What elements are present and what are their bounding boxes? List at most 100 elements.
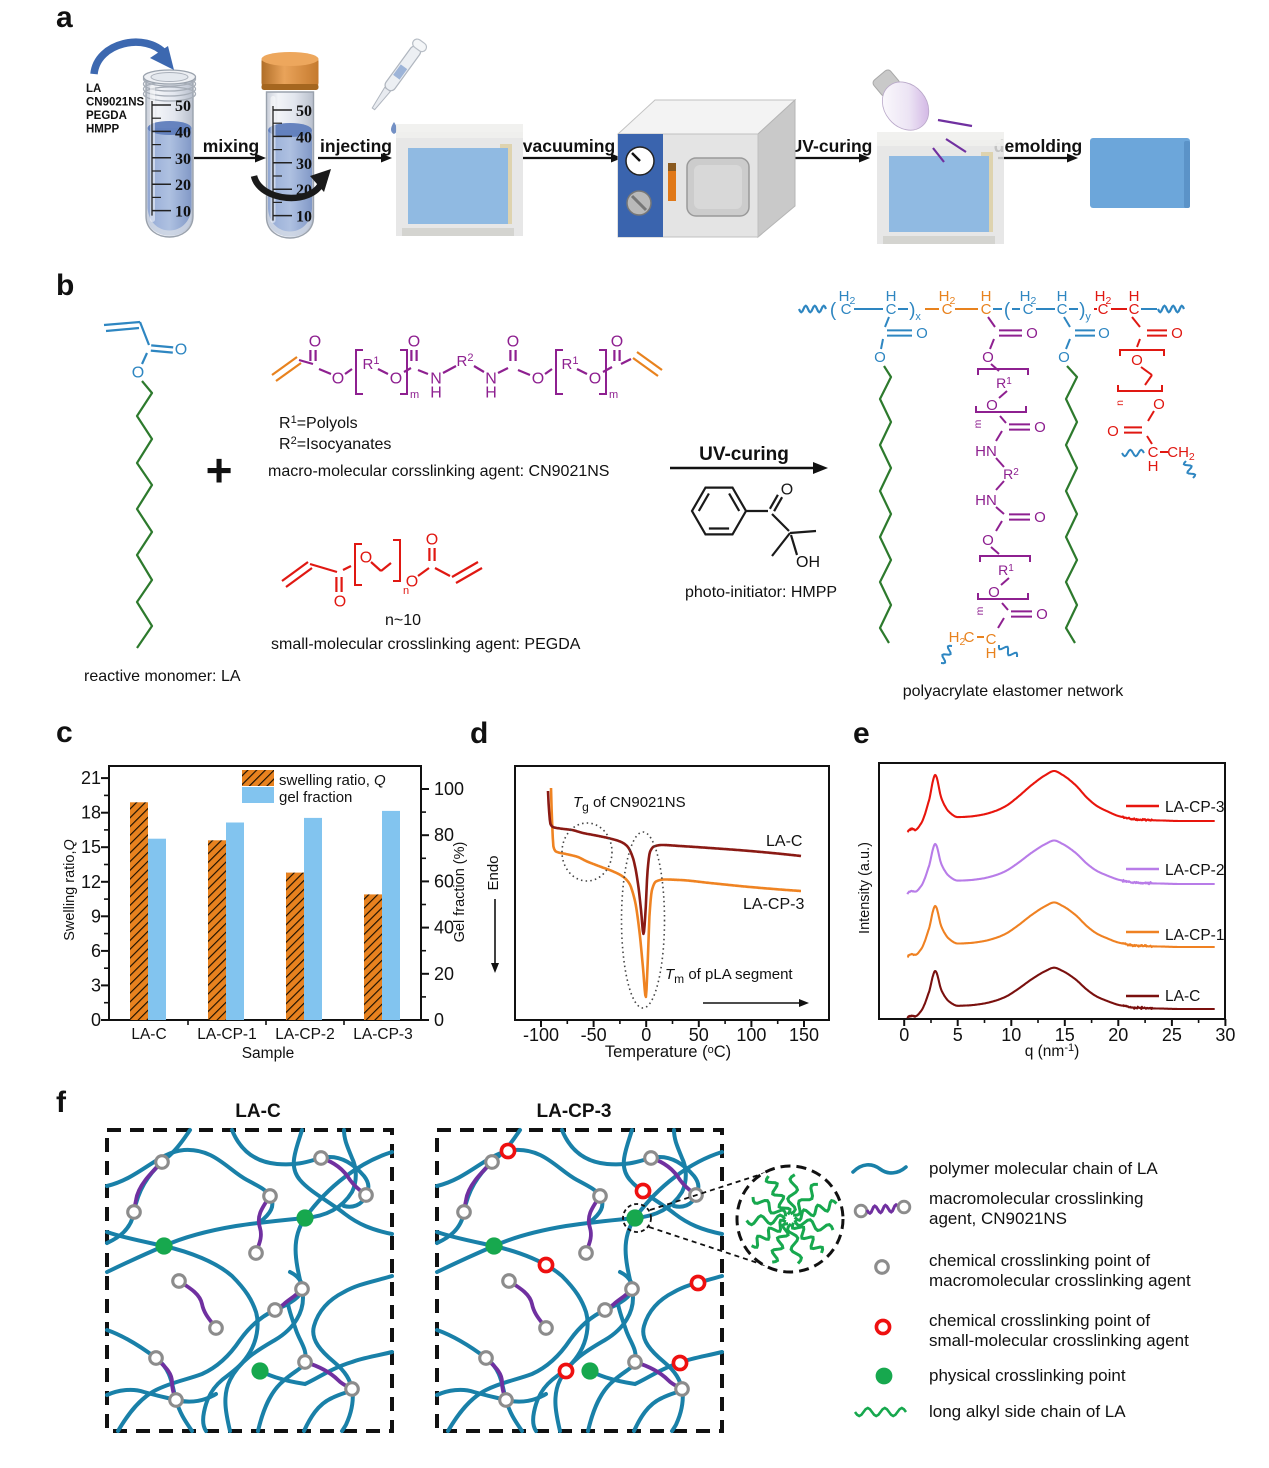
svg-text:C: C [1148, 444, 1159, 461]
svg-text:n: n [403, 585, 409, 597]
svg-text:100: 100 [434, 779, 464, 799]
svg-text:H: H [485, 385, 497, 402]
svg-text:CH2: CH2 [1167, 444, 1195, 463]
svg-text:30: 30 [296, 156, 312, 173]
svg-text:O: O [916, 325, 928, 342]
svg-text:macromolecular crosslinking ag: macromolecular crosslinking agent [929, 1271, 1191, 1290]
svg-text:3: 3 [91, 975, 101, 995]
svg-text:Swelling ratio,Q: Swelling ratio,Q [62, 839, 78, 941]
svg-text:O: O [982, 349, 994, 366]
svg-text:macro-molecular corsslinking a: macro-molecular corsslinking agent: CN90… [268, 463, 609, 480]
svg-text:30: 30 [175, 151, 191, 168]
svg-text:O: O [309, 334, 321, 351]
svg-text:C: C [986, 631, 997, 648]
svg-text:O: O [1026, 325, 1038, 342]
svg-text:Sample: Sample [242, 1045, 295, 1062]
svg-text:O: O [426, 532, 438, 549]
svg-text:N: N [430, 371, 442, 388]
svg-text:R1: R1 [996, 375, 1012, 391]
svg-text:Tg of CN9021NS: Tg of CN9021NS [573, 794, 686, 814]
svg-text:C: C [1057, 301, 1068, 318]
svg-text:O: O [1058, 349, 1070, 366]
svg-text:O: O [589, 371, 601, 388]
svg-text:O: O [1034, 419, 1046, 436]
svg-text:O: O [1153, 396, 1165, 413]
svg-text:C: C [886, 301, 897, 318]
svg-text:LA-CP-3: LA-CP-3 [537, 1101, 612, 1122]
svg-text:O: O [175, 342, 187, 359]
svg-text:HN: HN [975, 492, 997, 509]
svg-text:n: n [1114, 400, 1126, 406]
svg-text:40: 40 [434, 918, 454, 938]
svg-text:a: a [56, 1, 73, 34]
svg-text:21: 21 [81, 768, 101, 788]
svg-text:injecting: injecting [320, 136, 392, 156]
svg-text:small-molecular crosslinking a: small-molecular crosslinking agent: PEGD… [271, 636, 581, 653]
svg-text:60: 60 [434, 871, 454, 891]
svg-text:N: N [485, 371, 497, 388]
svg-text:20: 20 [175, 177, 191, 194]
svg-text:O: O [408, 334, 420, 351]
svg-text:LA: LA [86, 83, 101, 95]
svg-text:Tm of pLA segment: Tm of pLA segment [665, 966, 793, 986]
svg-text:(: ( [830, 300, 837, 321]
svg-text:150: 150 [789, 1025, 819, 1045]
svg-text:R2=Isocyanates: R2=Isocyanates [279, 435, 391, 453]
svg-text:C: C [1098, 301, 1109, 318]
svg-text:0: 0 [899, 1025, 909, 1045]
svg-text:H: H [1148, 458, 1159, 475]
svg-text:m: m [410, 389, 419, 401]
svg-text:O: O [988, 584, 1000, 601]
svg-text:O: O [781, 482, 793, 499]
svg-text:d: d [470, 717, 488, 750]
svg-text:polyacrylate elastomer network: polyacrylate elastomer network [903, 683, 1125, 700]
svg-text:vacuuming: vacuuming [523, 136, 615, 156]
svg-text:O: O [611, 334, 623, 351]
svg-text:Temperature (oC): Temperature (oC) [605, 1043, 731, 1061]
svg-text:R1: R1 [998, 562, 1014, 578]
svg-text:R1=Polyols: R1=Polyols [279, 414, 358, 432]
svg-text:C: C [1129, 301, 1140, 318]
svg-text:gel fraction: gel fraction [279, 789, 352, 806]
svg-text:Gel fraction (%): Gel fraction (%) [452, 842, 468, 943]
svg-text:50: 50 [689, 1025, 709, 1045]
svg-text:0: 0 [434, 1010, 444, 1030]
svg-text:30: 30 [1215, 1025, 1235, 1045]
svg-text:O: O [390, 371, 402, 388]
svg-text:O: O [1131, 352, 1143, 369]
svg-text:swelling ratio, Q: swelling ratio, Q [279, 772, 386, 789]
svg-text:0: 0 [91, 1010, 101, 1030]
svg-text:LA-CP-3: LA-CP-3 [353, 1026, 412, 1043]
svg-text:macromolecular crosslinking: macromolecular crosslinking [929, 1189, 1143, 1208]
svg-text:reactive monomer: LA: reactive monomer: LA [84, 668, 241, 685]
svg-text:O: O [1036, 606, 1048, 623]
svg-text:O: O [1034, 509, 1046, 526]
svg-text:physical crosslinking point: physical crosslinking point [929, 1366, 1126, 1385]
svg-text:H: H [981, 288, 992, 305]
svg-text:m: m [609, 389, 618, 401]
svg-text:12: 12 [81, 872, 101, 892]
svg-text:O: O [360, 550, 372, 567]
svg-text:C: C [942, 301, 953, 318]
svg-text:photo-initiator: HMPP: photo-initiator: HMPP [685, 584, 837, 601]
svg-text:O: O [1107, 423, 1119, 440]
svg-text:H: H [986, 645, 997, 662]
svg-text:H: H [1129, 288, 1140, 305]
svg-text:100: 100 [736, 1025, 766, 1045]
svg-text:Intensity (a.u.): Intensity (a.u.) [857, 842, 873, 934]
svg-text:demolding: demolding [994, 136, 1082, 156]
svg-text:R2: R2 [1003, 466, 1019, 482]
svg-text:m: m [974, 606, 986, 615]
svg-text:HN: HN [975, 443, 997, 460]
svg-text:UV-curing: UV-curing [699, 444, 789, 465]
svg-text:n~10: n~10 [385, 612, 421, 629]
svg-text:O: O [332, 371, 344, 388]
svg-text:C: C [981, 301, 992, 318]
svg-text:LA-CP-3: LA-CP-3 [1165, 799, 1224, 816]
svg-text:CN9021NS: CN9021NS [86, 97, 144, 109]
svg-text:HMPP: HMPP [86, 124, 120, 136]
svg-text:O: O [874, 349, 886, 366]
svg-text:-100: -100 [523, 1025, 559, 1045]
svg-text:6: 6 [91, 941, 101, 961]
svg-text:b: b [56, 269, 74, 302]
